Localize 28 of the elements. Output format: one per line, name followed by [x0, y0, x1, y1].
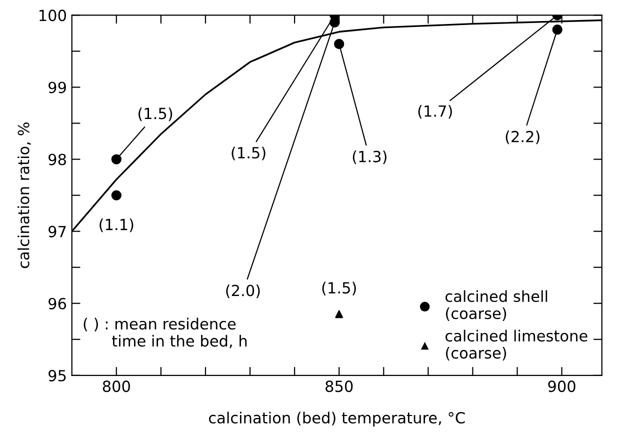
- x-tick-label: 800: [102, 380, 130, 392]
- y-tick-label: 95: [48, 370, 66, 382]
- y-axis-title: calcination ratio, %: [18, 122, 31, 268]
- y-tick-label: 96: [48, 298, 66, 310]
- y-tick-label: 99: [48, 82, 66, 94]
- annotation: (1.3): [352, 150, 386, 164]
- annotation: ( ) : mean residence time in the bed, h: [84, 318, 247, 348]
- legend-label: calcined shell (coarse): [446, 290, 548, 321]
- point: [335, 310, 344, 318]
- annotation: (1.1): [100, 218, 134, 232]
- x-axis-title: calcination (bed) temperature, °C: [209, 412, 465, 427]
- x-tick-label: 850: [326, 380, 353, 392]
- point: [552, 24, 562, 35]
- annotation: (1.7): [418, 105, 452, 119]
- y-tick-label: 97: [48, 226, 66, 238]
- y-tick-label: 98: [48, 154, 66, 166]
- annotation: (1.5): [322, 282, 356, 296]
- legend-label: calcined limestone (coarse): [446, 330, 588, 360]
- annotation: (1.5): [232, 146, 266, 160]
- x-tick-label: 900: [548, 380, 576, 392]
- point: [111, 190, 122, 200]
- annotation: (2.0): [226, 284, 260, 298]
- point: [330, 17, 340, 28]
- annotation: (2.2): [506, 130, 540, 144]
- y-tick-label: 100: [40, 10, 66, 22]
- annotation: (1.5): [138, 107, 172, 122]
- point: [334, 38, 344, 50]
- point: [111, 154, 122, 164]
